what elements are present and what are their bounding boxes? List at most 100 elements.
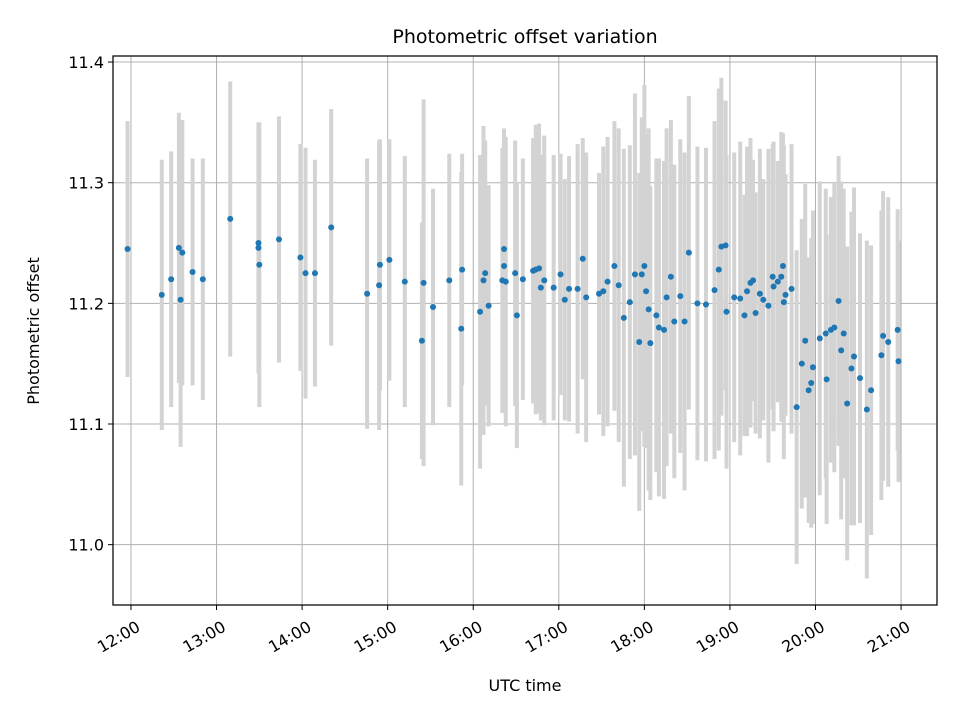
data-point <box>199 276 206 283</box>
data-point <box>831 324 838 331</box>
data-point <box>386 256 393 263</box>
data-point <box>376 261 383 268</box>
data-point <box>752 310 759 317</box>
data-point <box>482 270 489 277</box>
data-point <box>770 283 777 290</box>
data-point <box>769 273 776 280</box>
data-points <box>124 215 902 413</box>
data-point <box>863 406 870 413</box>
data-point <box>557 271 564 278</box>
data-point <box>179 249 186 256</box>
data-point <box>328 224 335 231</box>
x-axis-label: UTC time <box>489 676 562 695</box>
data-point <box>822 330 829 337</box>
data-point <box>536 265 543 272</box>
data-point <box>835 297 842 304</box>
data-point <box>702 301 709 308</box>
data-point <box>671 318 678 325</box>
data-point <box>798 360 805 367</box>
data-point <box>418 337 425 344</box>
data-point <box>805 387 812 394</box>
data-point <box>636 338 643 345</box>
y-axis-label: Photometric offset <box>24 257 43 405</box>
data-point <box>731 294 738 301</box>
data-point <box>840 330 847 337</box>
data-point <box>255 240 262 247</box>
data-point <box>885 338 892 345</box>
data-point <box>311 270 318 277</box>
data-point <box>667 273 674 280</box>
data-point <box>655 324 662 331</box>
y-tick-label: 11.2 <box>68 294 104 313</box>
data-point <box>364 290 371 297</box>
data-point <box>611 262 618 269</box>
data-point <box>256 261 263 268</box>
data-point <box>255 244 262 251</box>
data-point <box>844 400 851 407</box>
data-point <box>645 306 652 313</box>
data-point <box>647 340 654 347</box>
data-point <box>574 285 581 292</box>
data-point <box>513 312 520 319</box>
data-point <box>177 296 184 303</box>
data-point <box>653 312 660 319</box>
data-point <box>750 277 757 284</box>
data-point <box>765 302 772 309</box>
data-point <box>722 242 729 249</box>
data-point <box>477 308 484 315</box>
chart-title: Photometric offset variation <box>392 26 657 48</box>
data-point <box>741 312 748 319</box>
data-point <box>677 293 684 300</box>
data-point <box>519 276 526 283</box>
y-axis-ticks: 11.0 11.1 11.2 11.3 11.4 <box>68 53 113 555</box>
y-tick-label: 11.4 <box>68 53 104 72</box>
data-point <box>744 288 751 295</box>
y-tick-label: 11.1 <box>68 415 104 434</box>
y-tick-label: 11.3 <box>68 174 104 193</box>
data-point <box>550 284 557 291</box>
data-point <box>189 268 196 275</box>
data-point <box>600 288 607 295</box>
data-point <box>823 376 830 383</box>
data-point <box>663 294 670 301</box>
data-point <box>459 266 466 273</box>
data-point <box>878 352 885 359</box>
data-point <box>604 278 611 285</box>
data-point <box>880 332 887 339</box>
data-point <box>851 353 858 360</box>
data-point <box>681 318 688 325</box>
data-point <box>541 277 548 284</box>
data-point <box>175 244 182 251</box>
data-point <box>561 296 568 303</box>
data-point <box>458 325 465 332</box>
data-point <box>685 249 692 256</box>
data-point <box>566 285 573 292</box>
data-point <box>694 300 701 307</box>
data-point <box>760 296 767 303</box>
data-point <box>275 236 282 243</box>
data-point <box>401 278 408 285</box>
data-point <box>501 246 508 253</box>
y-tick-label: 11.0 <box>68 536 104 555</box>
data-point <box>124 246 131 253</box>
data-point <box>480 277 487 284</box>
data-point <box>661 326 668 333</box>
data-point <box>793 404 800 411</box>
data-point <box>711 287 718 294</box>
data-point <box>848 365 855 372</box>
data-point <box>856 375 863 382</box>
data-point <box>808 379 815 386</box>
data-point <box>158 291 165 298</box>
data-point <box>782 291 789 298</box>
data-point <box>502 278 509 285</box>
data-point <box>838 347 845 354</box>
data-point <box>809 364 816 371</box>
data-point <box>485 302 492 309</box>
data-point <box>756 290 763 297</box>
data-point <box>641 262 648 269</box>
data-point <box>779 262 786 269</box>
data-point <box>537 284 544 291</box>
data-point <box>297 254 304 261</box>
data-point <box>583 294 590 301</box>
